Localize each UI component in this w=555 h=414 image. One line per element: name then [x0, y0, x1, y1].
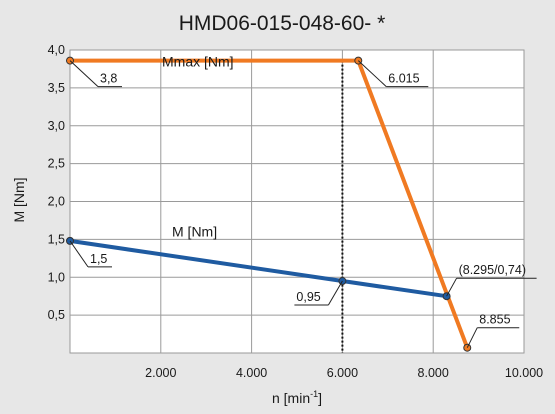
y-tick-label: 3,5 — [48, 81, 65, 95]
y-tick-label: 1,5 — [48, 232, 65, 246]
series-label: M [Nm] — [172, 223, 217, 239]
x-axis-title: n [min-1] — [272, 389, 322, 406]
annotation-label: 1,5 — [90, 252, 107, 266]
y-tick-label: 4,0 — [48, 43, 65, 57]
annotations: 3,8 6.015 1,5 0,95 (8.295/0,74) 8.855 — [69, 60, 537, 348]
x-axis-title-end: ] — [318, 390, 322, 406]
annotation-label: (8.295/0,74) — [459, 263, 526, 277]
x-tick-label: 6.000 — [327, 366, 358, 380]
y-axis-title: M [Nm] — [11, 177, 27, 222]
annotation-leader — [446, 277, 458, 297]
grid-lines — [70, 50, 524, 353]
annotation-leader — [466, 327, 478, 348]
annotation-leader — [327, 280, 343, 306]
annotation-leader — [357, 60, 387, 87]
axis-ticks: 2.000 4.000 6.000 8.000 10.000 0,5 1,0 1,5 2,0 2,… — [48, 43, 544, 380]
y-tick-label: 2,0 — [48, 195, 65, 209]
annotation-leader — [69, 60, 99, 87]
annotation-label: 8.855 — [479, 313, 510, 327]
x-axis-title-sup: -1 — [310, 389, 318, 399]
series-label: Mmax [Nm] — [162, 54, 234, 70]
annotation-label: 3,8 — [100, 72, 117, 86]
y-tick-label: 3,0 — [48, 119, 65, 133]
x-axis-title-main: n [min — [272, 390, 310, 406]
annotation-leader — [69, 240, 89, 268]
y-tick-label: 1,0 — [48, 270, 65, 284]
y-tick-label: 2,5 — [48, 157, 65, 171]
annotation-label: 0,95 — [296, 290, 320, 304]
y-tick-label: 0,5 — [48, 308, 65, 322]
x-tick-label: 10.000 — [505, 366, 543, 380]
x-tick-label: 8.000 — [418, 366, 449, 380]
annotation-label: 6.015 — [388, 72, 419, 86]
x-tick-label: 2.000 — [145, 366, 176, 380]
x-tick-label: 4.000 — [236, 366, 267, 380]
chart-title: HMD06-015-048-60- * — [179, 12, 386, 35]
